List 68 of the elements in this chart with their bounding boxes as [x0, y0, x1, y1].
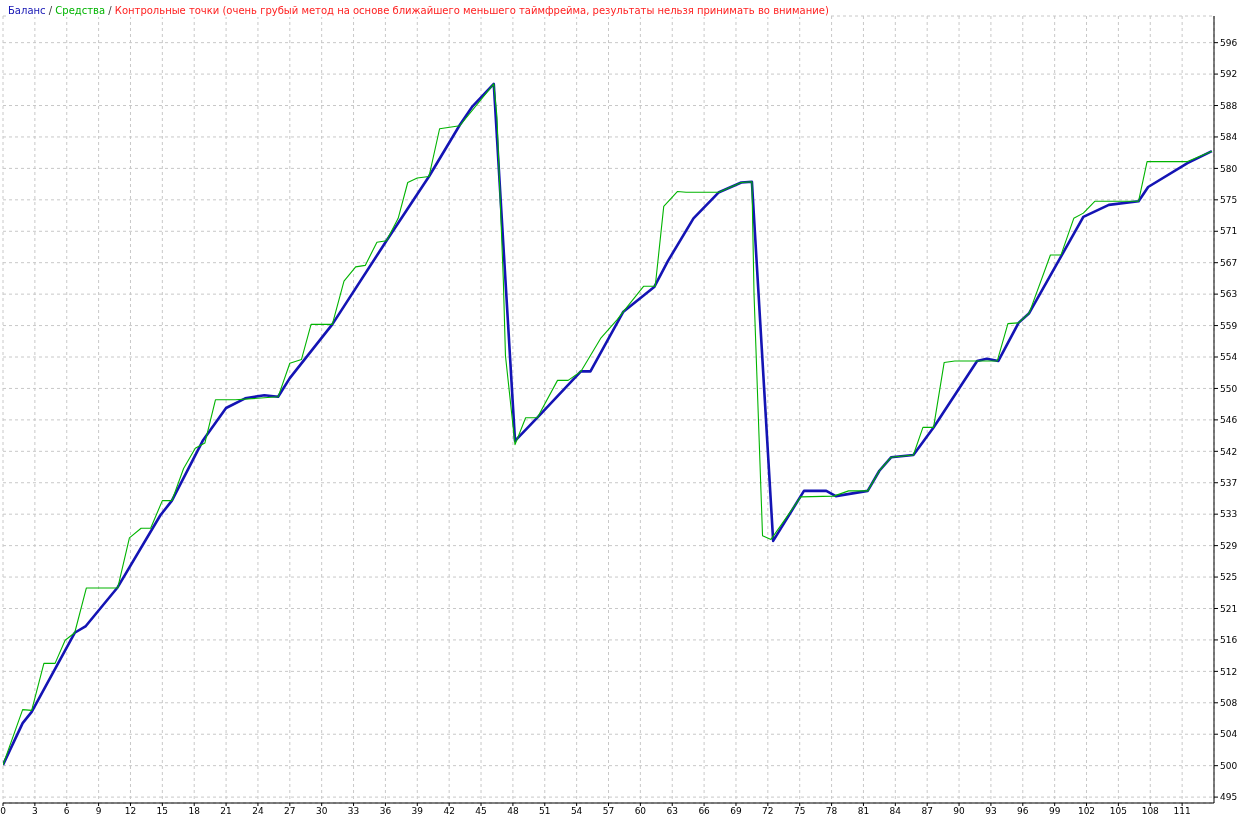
- x-tick-label: 6: [63, 806, 70, 815]
- x-tick-label: 72: [762, 806, 774, 815]
- y-tick-label: 554: [1220, 352, 1238, 363]
- x-tick-label: 3: [32, 806, 38, 815]
- y-tick-label: 546: [1220, 415, 1238, 426]
- x-tick-label: 69: [730, 806, 742, 815]
- y-tick-label: 592: [1220, 69, 1238, 80]
- x-tick-label: 66: [698, 806, 711, 815]
- y-tick-label: 571: [1220, 226, 1238, 237]
- x-tick-label: 63: [666, 806, 678, 815]
- x-tick-label: 111: [1173, 806, 1191, 815]
- x-tick-label: 21: [220, 806, 232, 815]
- x-tick-label: 45: [475, 806, 487, 815]
- x-tick-label: 12: [124, 806, 137, 815]
- x-tick-label: 78: [825, 806, 838, 815]
- y-tick-label: 508: [1220, 697, 1238, 708]
- x-tick-label: 39: [411, 806, 424, 815]
- y-tick-label: 559: [1220, 320, 1238, 331]
- x-tick-label: 60: [634, 806, 647, 815]
- y-tick-label: 512: [1220, 666, 1238, 677]
- text: Баланс: [8, 5, 46, 16]
- y-tick-label: 500: [1220, 760, 1238, 771]
- x-tick-label: 105: [1109, 806, 1127, 815]
- y-tick-label: 580: [1220, 163, 1238, 174]
- x-tick-label: 81: [857, 806, 870, 815]
- annotation: Контрольные точки (очень грубый метод на основе ближайшего меньшего таймфрейма, результаты нельзя принимать во внимание): [114, 5, 829, 16]
- y-tick-label: 525: [1220, 572, 1238, 583]
- y-tick-label: 542: [1220, 446, 1238, 457]
- x-tick-label: 33: [347, 806, 360, 815]
- x-tick-label: 9: [95, 806, 102, 815]
- y-tick-label: 504: [1220, 729, 1238, 740]
- x-tick-label: 87: [921, 806, 933, 815]
- y-tick-label: 495: [1220, 792, 1238, 803]
- annotation: /: [107, 5, 113, 16]
- x-tick-label: 54: [570, 806, 583, 815]
- y-tick-label: 575: [1220, 195, 1238, 206]
- x-tick-label: 48: [507, 806, 519, 815]
- x-tick-label: 30: [315, 806, 328, 815]
- y-tick-label: 584: [1220, 132, 1238, 143]
- x-tick-label: 15: [156, 806, 169, 815]
- x-tick-label: 99: [1048, 806, 1061, 815]
- y-tick-label: 550: [1220, 383, 1238, 394]
- y-tick-label: 596: [1220, 37, 1238, 48]
- x-tick-label: 75: [793, 806, 806, 815]
- x-tick-label: 96: [1017, 806, 1029, 815]
- x-tick-label: 84: [889, 806, 902, 815]
- x-tick-label: 51: [539, 806, 551, 815]
- x-tick-label: 57: [602, 806, 615, 815]
- y-tick-label: 529: [1220, 540, 1238, 551]
- x-tick-label: 102: [1077, 806, 1096, 815]
- annotation: /: [47, 5, 54, 16]
- y-tick-label: 521: [1220, 603, 1238, 614]
- x-tick-label: 42: [443, 806, 455, 815]
- x-tick-label: 24: [252, 806, 264, 815]
- x-tick-label: 27: [284, 806, 296, 815]
- y-tick-label: 537: [1220, 477, 1238, 488]
- y-tick-label: 533: [1220, 509, 1238, 520]
- x-tick-label: 36: [379, 806, 392, 815]
- x-tick-label: 18: [188, 806, 201, 815]
- y-tick-label: 516: [1220, 635, 1238, 646]
- y-tick-label: 588: [1220, 100, 1238, 111]
- x-tick-label: 93: [985, 806, 997, 815]
- x-tick-label: 108: [1141, 806, 1160, 815]
- y-tick-label: 567: [1220, 257, 1238, 268]
- x-tick-label: 90: [953, 806, 966, 815]
- text: Средства: [55, 5, 106, 16]
- y-tick-label: 563: [1220, 289, 1238, 300]
- x-tick-label: 0: [0, 806, 7, 815]
